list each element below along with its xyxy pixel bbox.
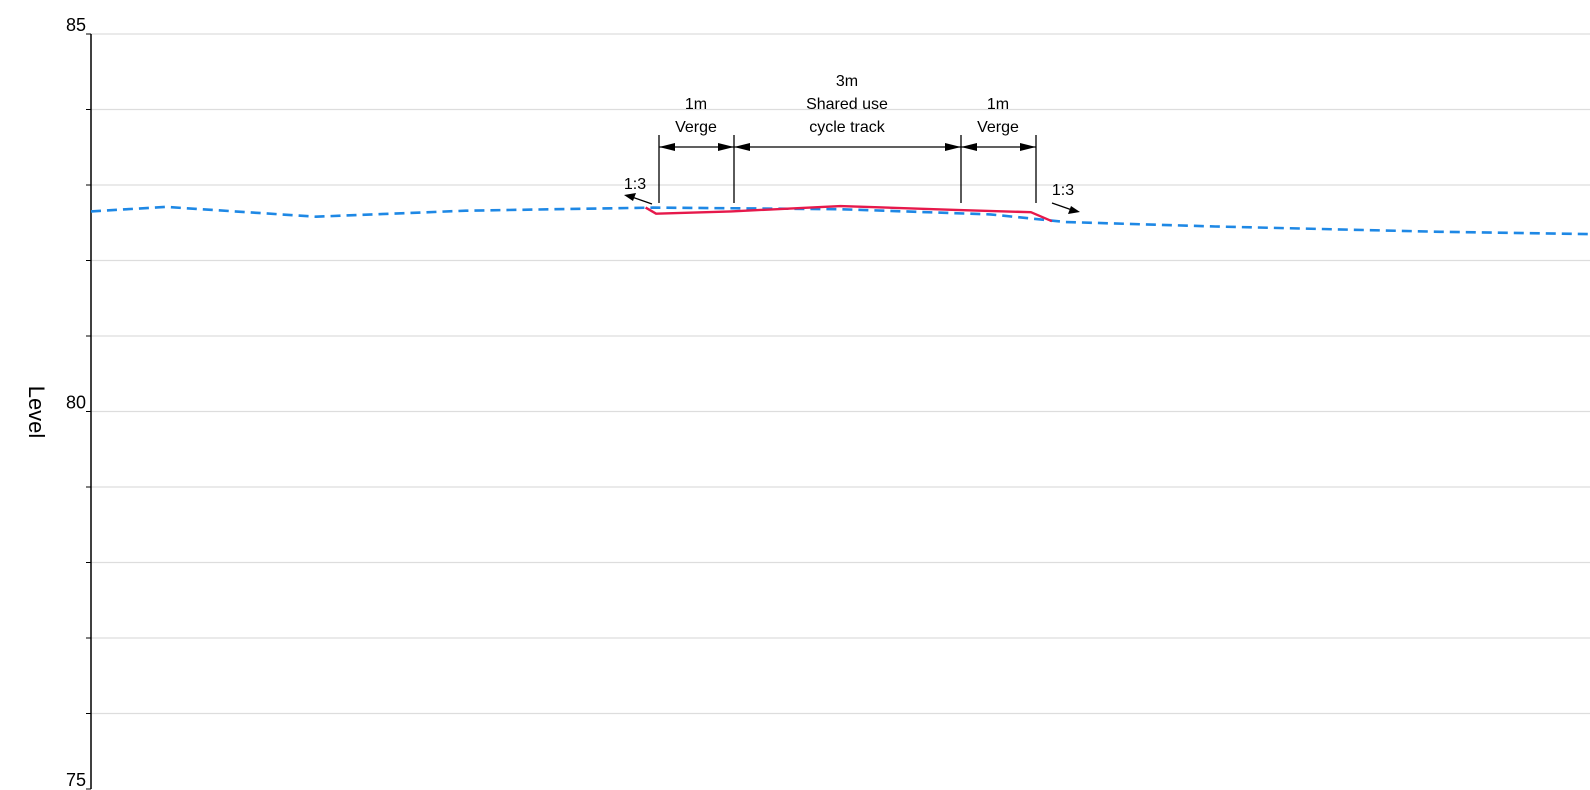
slope-arrowhead-left [624, 193, 636, 201]
dimension-name-label: cycle track [809, 119, 886, 136]
arrowhead [659, 143, 675, 151]
y-axis: 85 80 75 [66, 15, 92, 790]
slope-arrowhead-right [1068, 206, 1080, 214]
arrowhead [961, 143, 977, 151]
arrowhead [1020, 143, 1036, 151]
series-group [90, 204, 1590, 236]
dimension-name-label: Verge [977, 119, 1019, 136]
slope-label-right: 1:3 [1052, 182, 1074, 199]
y-tick-label: 85 [66, 15, 86, 35]
dimension-annotations: 1m Verge 3m Shared use cycle track 1m Ve… [624, 73, 1080, 214]
dimension-name-label: Shared use [806, 96, 888, 113]
arrowhead [945, 143, 961, 151]
proposed-cycle-track-line [644, 204, 1053, 223]
y-axis-label: Level [24, 386, 49, 439]
grid-lines [91, 33, 1590, 715]
slope-arrow-left [631, 196, 653, 205]
dimension-name-label: Verge [675, 119, 717, 136]
y-tick-label: 75 [66, 770, 86, 790]
arrowhead [718, 143, 734, 151]
y-tick-label: 80 [66, 393, 86, 413]
arrowhead [734, 143, 750, 151]
dimension-width-label: 1m [987, 96, 1009, 113]
dimension-width-label: 3m [836, 73, 858, 90]
existing-ground-line [90, 205, 1590, 236]
dimension-width-label: 1m [685, 96, 707, 113]
slope-arrow-right [1051, 202, 1073, 211]
slope-label-left: 1:3 [624, 176, 646, 193]
